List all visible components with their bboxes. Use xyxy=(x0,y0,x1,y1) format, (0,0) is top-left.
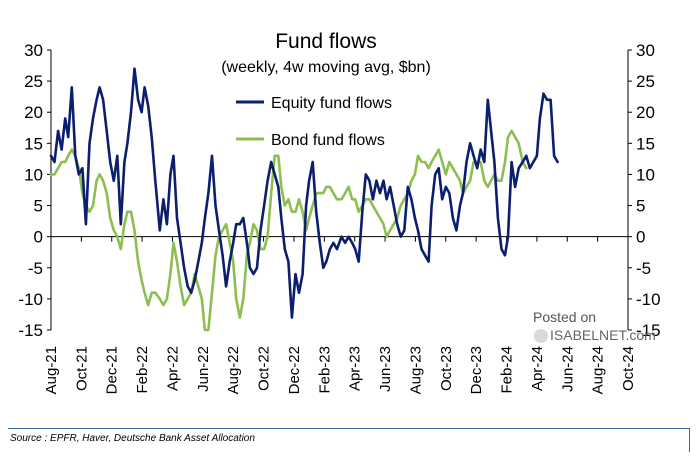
legend: Equity fund flows Bond fund flows xyxy=(236,95,392,149)
right-y-axis: 30 25 20 15 10 5 0 -5 -10 -15 xyxy=(627,41,661,340)
left-y-tick-label: -5 xyxy=(28,259,43,278)
right-y-tick-label: 25 xyxy=(636,72,655,91)
right-y-tick-label: -10 xyxy=(636,290,661,309)
x-tick-label: Aug-23 xyxy=(407,346,424,394)
right-y-tick-label: -5 xyxy=(636,259,651,278)
right-y-tick-label: 10 xyxy=(636,165,655,184)
x-tick-label: Oct-23 xyxy=(438,346,455,391)
x-tick-label: Dec-23 xyxy=(468,346,485,394)
left-y-tick-label: 5 xyxy=(34,197,43,216)
right-y-tick-label: 30 xyxy=(636,41,655,60)
legend-label-equity: Equity fund flows xyxy=(271,95,392,112)
right-y-tick-label: -15 xyxy=(636,321,661,340)
watermark-line2: ISABELNET.com xyxy=(550,327,656,343)
x-tick-label: Feb-22 xyxy=(134,346,151,394)
equity-fund-flows-line xyxy=(49,67,559,319)
series-layer xyxy=(49,67,559,332)
source-note: Source : EPFR, Haver, Deutsche Bank Asse… xyxy=(10,433,255,444)
watermark-logo-icon xyxy=(534,329,548,343)
watermark-line1: Posted on xyxy=(533,309,596,325)
left-y-tick-label: 20 xyxy=(24,103,43,122)
left-y-tick-label: 30 xyxy=(24,41,43,60)
right-y-tick-label: 20 xyxy=(636,103,655,122)
x-tick-label: Apr-24 xyxy=(529,346,546,391)
left-y-tick-label: -15 xyxy=(18,321,43,340)
source-divider xyxy=(8,428,690,429)
x-tick-label: Apr-23 xyxy=(347,346,364,391)
x-tick-label: Dec-22 xyxy=(286,346,303,394)
x-tick-label: Oct-22 xyxy=(256,346,273,391)
left-y-tick-label: 0 xyxy=(34,228,43,247)
left-y-axis: 30 25 20 15 10 5 0 -5 -10 -15 xyxy=(18,41,52,340)
x-tick-label: Aug-22 xyxy=(225,346,242,394)
right-y-tick-label: 15 xyxy=(636,134,655,153)
x-tick-label: Apr-22 xyxy=(164,346,181,391)
left-y-tick-label: 15 xyxy=(24,134,43,153)
source-divider-right xyxy=(689,428,690,452)
right-y-tick-label: 0 xyxy=(636,228,645,247)
x-tick-label: Aug-24 xyxy=(590,346,607,394)
x-tick-label: Jun-23 xyxy=(377,346,394,392)
x-tick-label: Oct-24 xyxy=(620,346,637,391)
left-y-tick-label: 25 xyxy=(24,72,43,91)
watermark: Posted on ISABELNET.com xyxy=(533,309,656,343)
x-tick-label: Jun-24 xyxy=(559,346,576,392)
x-tick-label: Oct-21 xyxy=(73,346,90,391)
right-y-tick-label: 5 xyxy=(636,197,645,216)
left-y-tick-label: 10 xyxy=(24,165,43,184)
left-y-tick-label: -10 xyxy=(18,290,43,309)
x-tick-label: Aug-21 xyxy=(43,346,60,394)
chart-title: Fund flows xyxy=(275,30,377,53)
legend-label-bond: Bond fund flows xyxy=(271,132,385,149)
x-tick-label: Feb-24 xyxy=(499,346,516,394)
chart-subtitle: (weekly, 4w moving avg, $bn) xyxy=(221,59,431,76)
x-tick-label: Feb-23 xyxy=(316,346,333,394)
x-axis: Aug-21 Oct-21 Dec-21 Feb-22 Apr-22 Jun-22 Aug-… xyxy=(43,236,637,394)
x-tick-label: Dec-21 xyxy=(104,346,121,394)
x-tick-label: Jun-22 xyxy=(195,346,212,392)
bond-fund-flows-line xyxy=(49,129,528,332)
